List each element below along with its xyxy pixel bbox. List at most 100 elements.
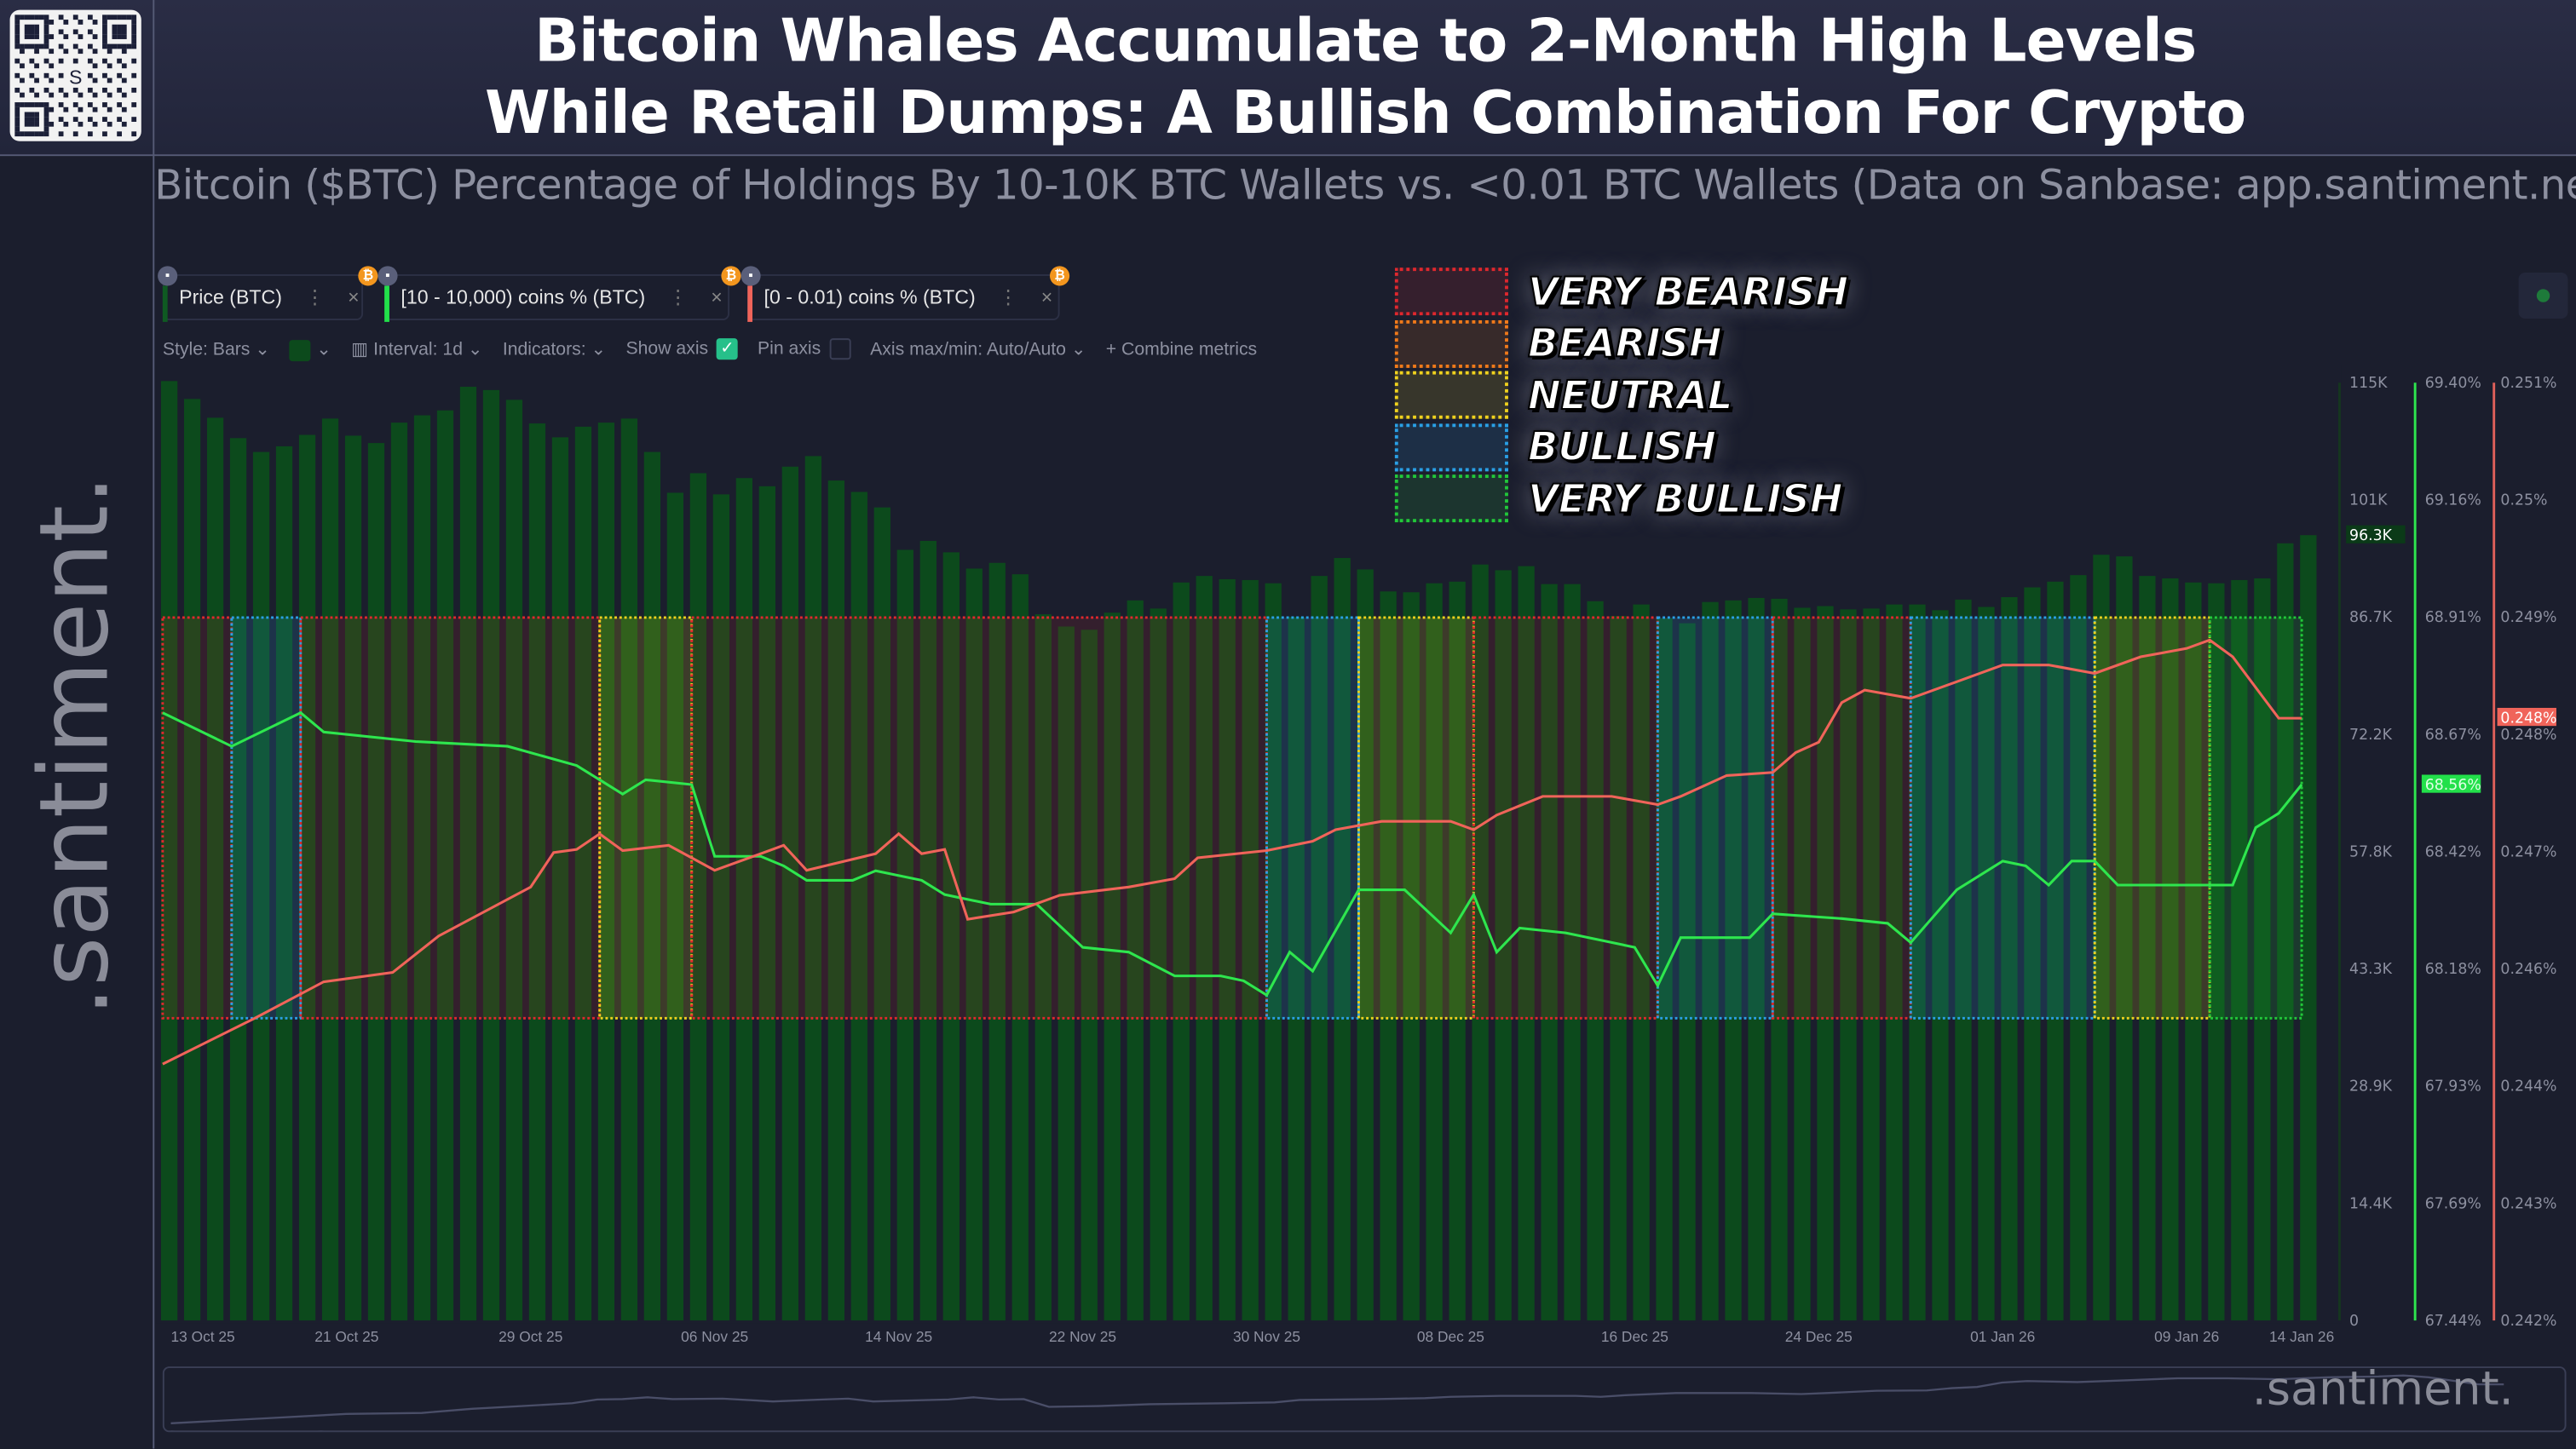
sentiment-zone: [1771, 616, 1912, 1020]
sentiment-zone: [1265, 616, 1360, 1020]
interval-dropdown[interactable]: ▥ Interval: 1d ⌄: [351, 340, 483, 360]
more-icon[interactable]: ⋮: [668, 285, 689, 309]
sentiment-zone: [1357, 616, 1475, 1020]
indicators-dropdown[interactable]: Indicators: ⌄: [502, 340, 607, 360]
price-bar: [321, 418, 339, 1321]
close-icon[interactable]: ×: [348, 285, 360, 309]
price-bar: [390, 423, 408, 1321]
price-axis-tick: 28.9K: [2349, 1078, 2393, 1095]
sentiment-zone: [1909, 616, 2096, 1020]
more-icon[interactable]: ⋮: [304, 285, 326, 309]
metric-chip-retail[interactable]: [0 - 0.01) coins % (BTC) ⋮ ×: [747, 273, 1060, 322]
price-bar: [666, 492, 684, 1321]
price-bar: [1219, 578, 1236, 1321]
retail-axis-tick: 0.249%: [2500, 609, 2556, 626]
page-title: Bitcoin Whales Accumulate to 2-Month Hig…: [154, 7, 2576, 152]
metric-chip-whales[interactable]: [10 - 10,000) coins % (BTC) ⋮ ×: [384, 273, 730, 322]
price-bar: [1081, 630, 1098, 1321]
show-axis-toggle[interactable]: Show axis ✓: [625, 338, 738, 360]
bitcoin-icon: ₿: [1049, 266, 1070, 286]
timeline-navigator[interactable]: [162, 1366, 2567, 1449]
price-bar: [1403, 592, 1420, 1321]
pin-axis-label: Pin axis: [757, 339, 821, 359]
metric-chip-price[interactable]: Price (BTC) ⋮ ×: [162, 273, 364, 322]
price-bar: [2208, 583, 2225, 1321]
price-bar: [1057, 626, 1075, 1321]
price-bar: [1311, 576, 1328, 1321]
x-axis-tick: 14 Nov 25: [865, 1328, 932, 1345]
price-bar: [1034, 614, 1052, 1321]
price-bar: [1633, 604, 1650, 1321]
price-axis-tick: 101K: [2349, 492, 2388, 509]
price-bar: [574, 426, 592, 1321]
legend-swatch: [1394, 319, 1508, 368]
checkbox-checked-icon[interactable]: ✓: [716, 338, 738, 360]
more-icon[interactable]: ⋮: [998, 285, 1018, 309]
x-axis-tick: 06 Nov 25: [681, 1328, 748, 1345]
header: S Bitcoin Whales Accumulate to 2-Month H…: [0, 0, 2576, 157]
calendar-icon: ▥: [351, 340, 369, 360]
metric-color: [384, 285, 389, 322]
price-axis-tick: 72.2K: [2349, 727, 2393, 744]
price-bar: [2277, 543, 2294, 1321]
whale-last-label: 68.56%: [2421, 774, 2481, 794]
price-bar: [1725, 600, 1742, 1321]
price-bar: [1518, 566, 1535, 1321]
legend-swatch: [1394, 267, 1508, 316]
price-bar: [781, 466, 799, 1321]
legend-swatch: [1394, 474, 1508, 523]
sentiment-zone: [230, 616, 303, 1020]
retail-line: [162, 638, 2302, 1066]
retail-axis-tick: 0.242%: [2500, 1313, 2556, 1330]
price-bar: [597, 423, 615, 1321]
indicators-label: Indicators:: [502, 340, 586, 360]
x-axis-tick: 13 Oct 25: [171, 1328, 235, 1345]
price-bar: [804, 456, 821, 1321]
x-axis-tick: 24 Dec 25: [1785, 1328, 1853, 1345]
close-icon[interactable]: ×: [1040, 285, 1053, 309]
price-bar: [344, 435, 362, 1321]
price-bar: [252, 451, 270, 1321]
interval-label: Interval: 1d: [373, 340, 464, 360]
whale-axis-tick: 67.69%: [2425, 1195, 2481, 1212]
price-bar: [873, 507, 890, 1321]
price-bar: [1334, 558, 1351, 1321]
axis-maxmin-dropdown[interactable]: Axis max/min: Auto/Auto ⌄: [870, 340, 1086, 360]
x-axis-tick: 30 Nov 25: [1233, 1328, 1300, 1345]
combine-metrics-button[interactable]: + Combine metrics: [1105, 339, 1258, 359]
pin-axis-toggle[interactable]: Pin axis: [757, 338, 850, 360]
price-bar: [206, 417, 224, 1321]
price-bar: [1955, 599, 1972, 1321]
close-icon[interactable]: ×: [711, 285, 723, 309]
qr-code: S: [9, 9, 141, 141]
legend-label: BEARISH: [1527, 319, 1723, 367]
sentiment-zone: [598, 616, 694, 1020]
style-dropdown[interactable]: Style: Bars ⌄: [162, 340, 271, 360]
price-bar: [1748, 597, 1765, 1321]
price-bar: [919, 540, 936, 1321]
whale-axis-tick: 68.67%: [2425, 727, 2481, 744]
price-bar: [1265, 583, 1282, 1321]
sentiment-zone: [690, 616, 1268, 1020]
settings-toggle-button[interactable]: [2518, 273, 2568, 319]
x-axis-tick: 14 Jan 26: [2269, 1328, 2334, 1345]
price-bar: [2139, 576, 2156, 1321]
x-axis-tick: 09 Jan 26: [2154, 1328, 2219, 1345]
x-axis-tick: 16 Dec 25: [1601, 1328, 1668, 1345]
color-dropdown[interactable]: ⌄: [290, 338, 331, 361]
checkbox-icon[interactable]: [828, 338, 850, 360]
price-bar: [459, 387, 477, 1321]
sentiment-zone: [299, 616, 602, 1020]
navigator-sparkline: [170, 1374, 2504, 1449]
price-bar: [1472, 564, 1489, 1321]
whale-axis-tick: 69.16%: [2425, 492, 2481, 509]
price-bar: [2185, 582, 2202, 1321]
price-bar: [735, 478, 753, 1321]
price-bar: [2231, 579, 2248, 1321]
legend-swatch: [1394, 371, 1508, 420]
price-bar: [160, 381, 178, 1321]
price-bar: [505, 400, 523, 1321]
status-dot-icon: [2536, 289, 2550, 302]
metric-label: [10 - 10,000) coins % (BTC): [401, 285, 646, 309]
